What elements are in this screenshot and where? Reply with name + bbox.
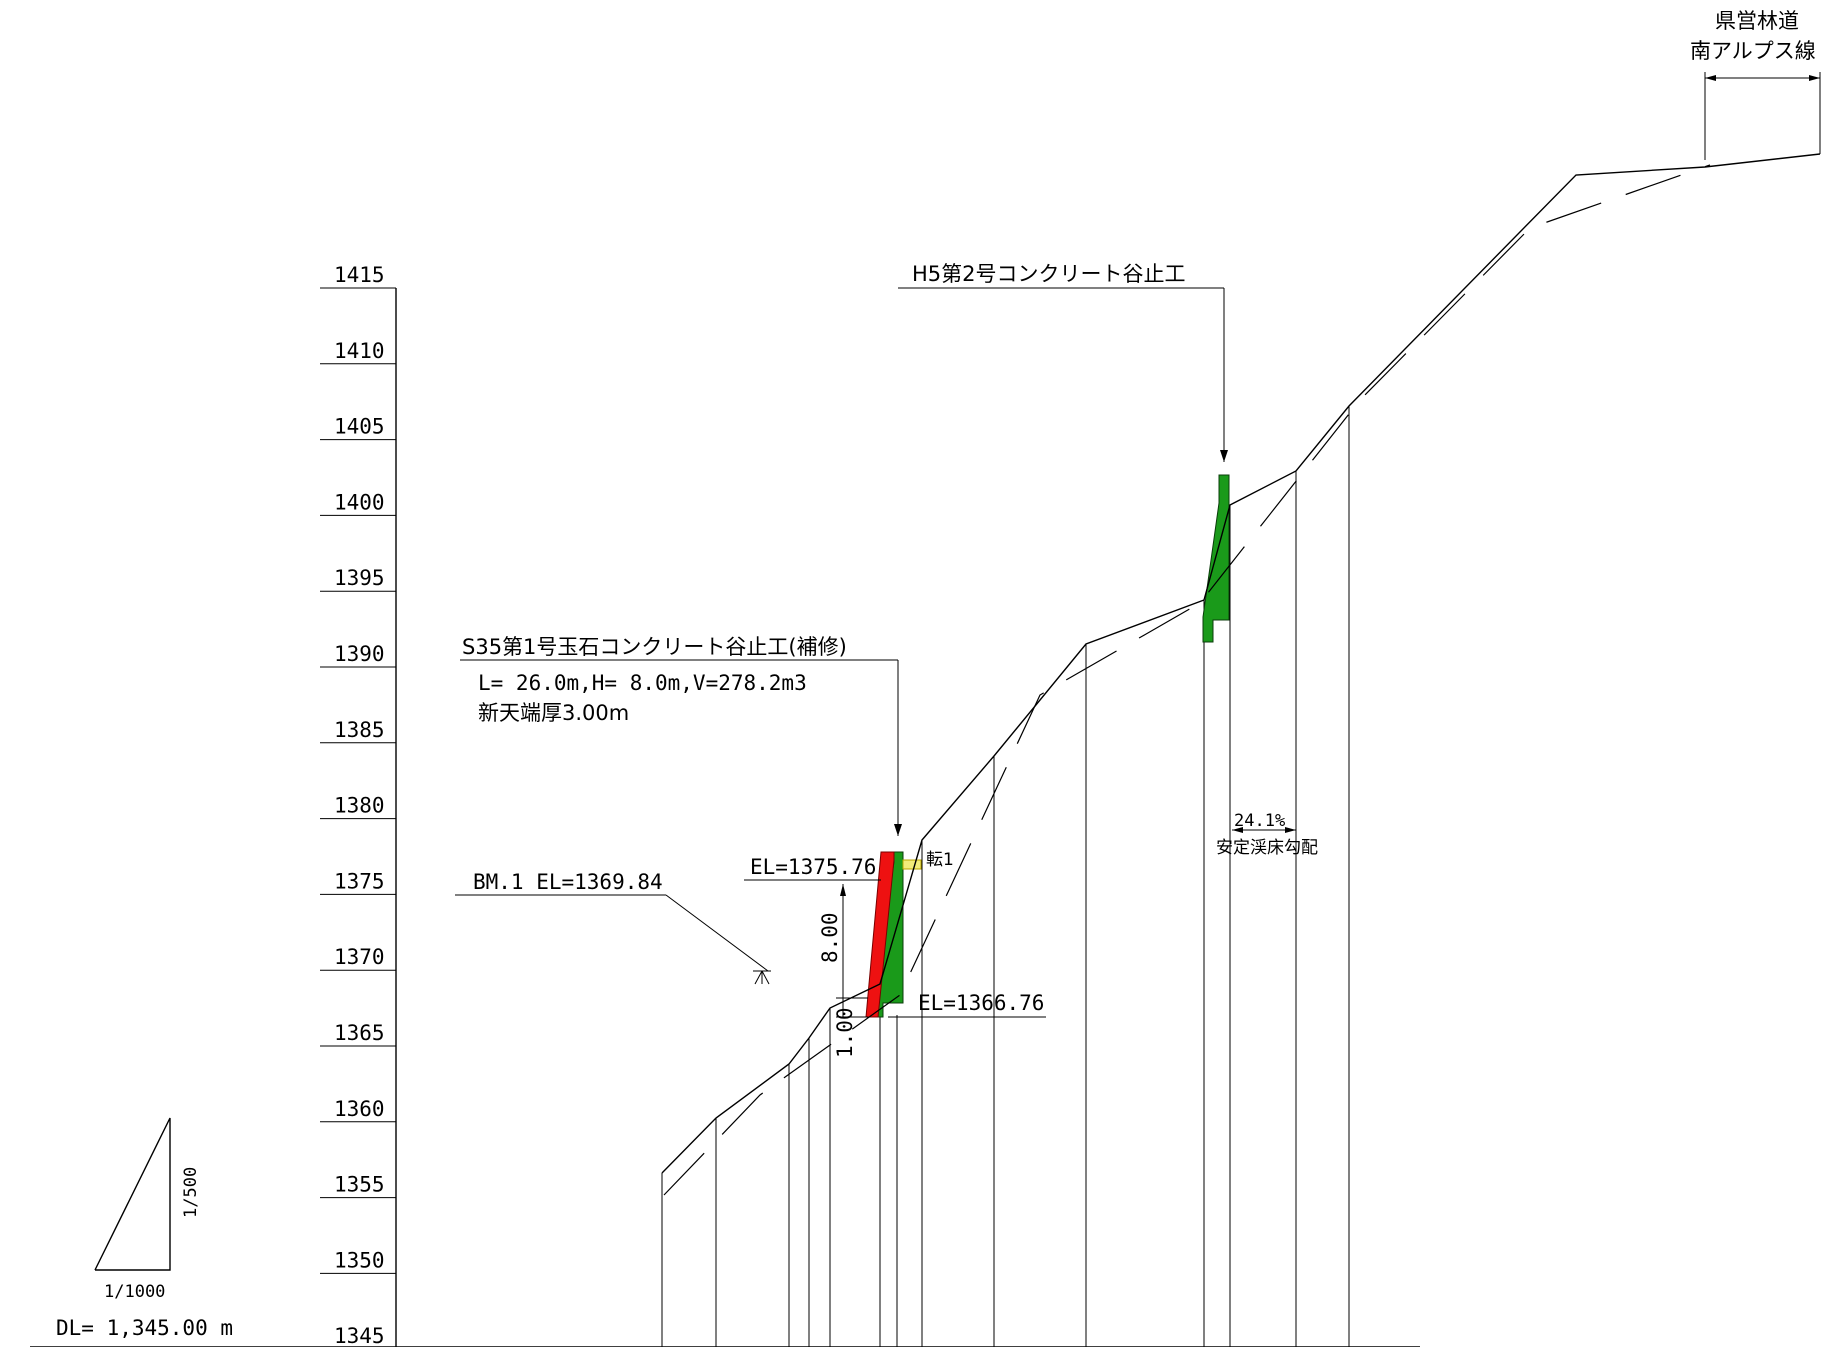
terrain-profile (661, 153, 1821, 1174)
boulder-label: 転1 (926, 850, 954, 870)
height-dimension-label: 8.00 (818, 912, 842, 963)
vertical-scale-label: 1/500 (181, 1167, 201, 1218)
road-name-line2: 南アルプス線 (1690, 39, 1816, 63)
elevation-tick-label: 1410 (334, 339, 385, 363)
road-name-line1: 県営林道 (1715, 9, 1799, 33)
lower-dam-spec: L= 26.0m,H= 8.0m,V=278.2m3 (478, 671, 807, 695)
benchmark-label: BM.1 EL=1369.84 (473, 870, 663, 894)
elevation-tick-label: 1390 (334, 642, 385, 666)
el-bottom-label: EL=1366.76 (918, 991, 1044, 1015)
elevation-tick-label: 1370 (334, 945, 385, 969)
elevation-tick-label: 1405 (334, 415, 385, 439)
elevation-tick-label: 1360 (334, 1097, 385, 1121)
el-top-label: EL=1375.76 (750, 855, 876, 879)
upper-dam-title: H5第2号コンクリート谷止工 (912, 262, 1186, 286)
elevation-tick-label: 1375 (334, 869, 385, 893)
elevation-tick-label: 1380 (334, 794, 385, 818)
height-dimension (836, 884, 868, 1018)
boulder-marker (902, 859, 922, 870)
benchmark-leader (455, 894, 771, 985)
elevation-tick-label: 1415 (334, 263, 385, 287)
lower-dam-leader (460, 659, 902, 836)
slope-label: 安定渓床勾配 (1216, 838, 1318, 858)
elevation-tick-label: 1400 (334, 490, 385, 514)
datum-label: DL= 1,345.00 m (56, 1316, 233, 1340)
slope-value: 24.1% (1234, 811, 1285, 831)
elevation-tick-label: 1385 (334, 718, 385, 742)
planned-grade-line (663, 164, 1711, 1196)
lower-dam-title: S35第1号玉石コンクリート谷止工(補修) (462, 635, 847, 659)
section-lines (661, 406, 1350, 1347)
lower-dam-crest: 新天端厚3.00m (478, 701, 629, 725)
horizontal-scale-label: 1/1000 (104, 1282, 165, 1302)
elevation-tick-label: 1350 (334, 1248, 385, 1272)
upper-dam-leader (898, 287, 1228, 462)
elevation-tick-label: 1365 (334, 1021, 385, 1045)
elevation-tick-label: 1345 (334, 1324, 385, 1347)
road-dimension (1704, 72, 1821, 160)
foot-dimension-label: 1.00 (833, 1007, 857, 1058)
slope-indicator (1232, 827, 1296, 833)
scale-triangle: 1/500 1/1000 (94, 1117, 201, 1302)
elevation-ticks: 1415 1410 1405 1400 1395 1390 1385 1380 1375 1370… (320, 263, 396, 1347)
elevation-tick-label: 1395 (334, 566, 385, 590)
elevation-tick-label: 1355 (334, 1173, 385, 1197)
